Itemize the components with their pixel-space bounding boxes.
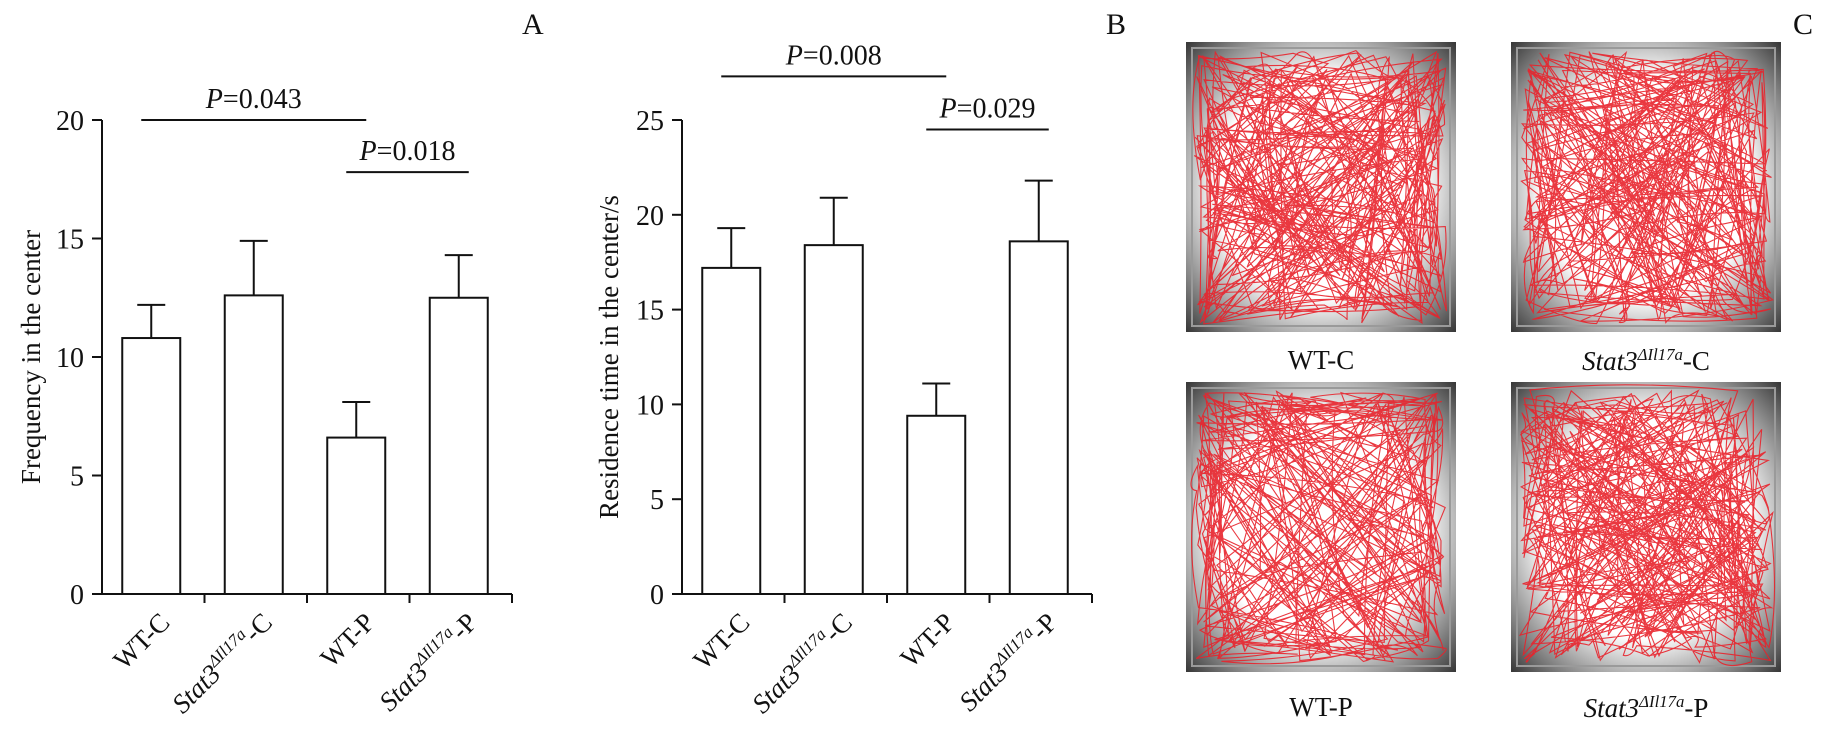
bar	[701, 266, 762, 595]
bar	[1008, 240, 1069, 595]
y-axis-label: Residence time in the center/s	[594, 195, 624, 519]
significance-label: P=0.008	[785, 40, 882, 71]
x-tick-label: Stat3ΔIl17a-P	[952, 606, 1063, 717]
bar	[906, 414, 967, 595]
bar	[121, 337, 182, 596]
panel-label-a: A	[522, 8, 544, 41]
x-tick-label: Stat3ΔIl17a-C	[165, 606, 278, 719]
x-tick-label: WT-C	[107, 607, 175, 675]
residence-time-bar-chart: 0 5 10 15 20 25 Residence time in the center/s…	[594, 40, 1093, 719]
y-tick-label: 0	[650, 580, 664, 611]
y-tick-label: 20	[636, 201, 664, 232]
significance-label: P=0.029	[939, 93, 1036, 124]
track-plot-svg	[1186, 382, 1456, 672]
significance-label: P=0.043	[205, 84, 302, 115]
bar	[803, 244, 864, 596]
panel-label-b: B	[1106, 8, 1127, 41]
y-tick-label: 10	[56, 343, 84, 374]
arena-wall	[1191, 47, 1451, 327]
movement-track	[1190, 390, 1447, 665]
track-caption-wt-c: WT-C	[1287, 345, 1355, 375]
significance-label: P=0.018	[359, 136, 456, 167]
arena-wall	[1516, 47, 1776, 327]
y-tick-label: 0	[70, 580, 84, 611]
y-tick-label: 25	[636, 106, 664, 137]
y-tick-label: 15	[56, 225, 84, 256]
bar	[223, 294, 284, 595]
track-plot-stat3-p	[1511, 382, 1781, 672]
track-plot-stat3-c	[1511, 42, 1781, 332]
track-plot-svg	[1511, 42, 1781, 332]
movement-track	[1192, 49, 1448, 325]
track-plot-svg	[1186, 42, 1456, 332]
y-tick-label: 5	[650, 485, 664, 516]
x-tick-label: Stat3ΔIl17a-C	[745, 606, 858, 719]
y-axis-label: Frequency in the center	[16, 230, 46, 484]
y-tick-label: 5	[70, 462, 84, 493]
arena-wall	[1516, 387, 1776, 667]
y-tick-label: 20	[56, 106, 84, 137]
track-plot-wt-c	[1186, 42, 1456, 332]
movement-track	[1520, 50, 1775, 325]
x-tick-label: WT-P	[894, 607, 960, 673]
track-plot-svg	[1511, 382, 1781, 672]
y-tick-label: 15	[636, 296, 664, 327]
movement-track	[1518, 384, 1776, 667]
panel-label-c: C	[1793, 8, 1814, 41]
bar	[326, 436, 387, 595]
track-plot-wt-p	[1186, 382, 1456, 672]
y-tick-label: 10	[636, 390, 664, 421]
x-tick-label: WT-C	[687, 607, 755, 675]
x-tick-label: Stat3ΔIl17a-P	[372, 606, 483, 717]
track-caption-wt-p: WT-P	[1289, 692, 1353, 722]
x-tick-label: WT-P	[314, 607, 380, 673]
track-caption-stat3-c: Stat3ΔIl17a-C	[1582, 345, 1710, 376]
bar	[428, 296, 489, 595]
track-caption-stat3-p: Stat3ΔIl17a-P	[1583, 692, 1709, 723]
